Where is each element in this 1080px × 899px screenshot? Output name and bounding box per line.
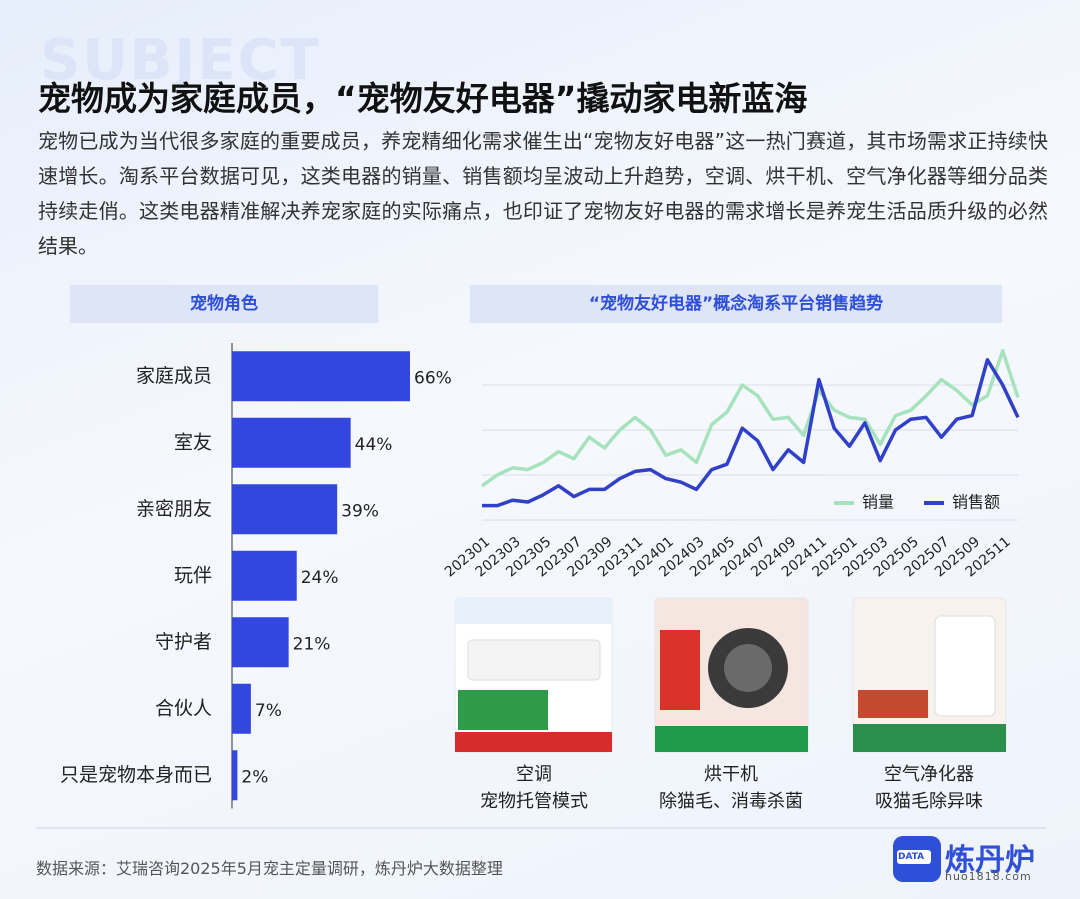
logo-site: huo1818.com: [945, 870, 1032, 883]
bar: [232, 417, 351, 468]
value-label: 2%: [241, 767, 268, 787]
watermark: SUBJECT: [40, 28, 321, 93]
product-name: 空气净化器: [884, 764, 974, 785]
value-label: 21%: [293, 634, 331, 654]
category-label: 家庭成员: [136, 365, 212, 387]
category-label: 亲密朋友: [136, 498, 212, 520]
bar: [232, 683, 251, 734]
chart-title: “宠物友好电器”概念淘系平台销售趋势: [589, 293, 883, 314]
bar: [232, 617, 289, 668]
legend-label: 销售额: [952, 493, 1000, 512]
category-label: 只是宠物本身而已: [60, 764, 212, 786]
legend-label: 销量: [862, 493, 894, 512]
image-detail: [724, 644, 772, 692]
panel-header: [70, 285, 378, 323]
bar: [232, 351, 410, 402]
image-detail: [858, 690, 928, 718]
product-feature: 除猫毛、消毒杀菌: [659, 791, 803, 812]
image-band: [853, 724, 1006, 752]
logo-icon: [897, 850, 931, 864]
bar: [232, 484, 338, 535]
line-series: [480, 349, 1020, 488]
line-series: [482, 358, 1020, 508]
value-label: 7%: [255, 701, 282, 721]
bar: [232, 550, 297, 601]
category-label: 守护者: [155, 631, 212, 653]
category-label: 室友: [174, 431, 212, 453]
value-label: 39%: [341, 501, 379, 521]
category-label: 合伙人: [155, 697, 212, 719]
logo-badge: DATA: [898, 852, 925, 862]
product-feature: 宠物托管模式: [480, 791, 588, 812]
chart-title: 宠物角色: [190, 293, 258, 314]
product-images: [454, 597, 1007, 753]
product-name: 空调: [516, 764, 552, 785]
intro-text: 宠物已成为当代很多家庭的重要成员，养宠精细化需求催生出“宠物友好电器”这一热门赛…: [38, 129, 1048, 258]
panel-header: [470, 285, 1002, 323]
product-name: 烘干机: [704, 764, 758, 785]
image-detail: [467, 639, 601, 681]
image-band: [455, 732, 612, 752]
page-title: 宠物成为家庭成员，“宠物友好电器”撬动家电新蓝海: [38, 79, 808, 118]
bar: [232, 750, 238, 801]
value-label: 24%: [301, 568, 339, 588]
category-label: 玩伴: [174, 564, 212, 586]
value-label: 66%: [414, 368, 452, 388]
source-note: 数据来源：艾瑞咨询2025年5月宠主定量调研，炼丹炉大数据整理: [36, 859, 503, 878]
image-detail: [934, 615, 996, 717]
logo-text: 炼丹炉: [945, 843, 1035, 878]
image-band: [455, 598, 612, 624]
image-detail: [458, 690, 548, 730]
image-detail: [660, 630, 700, 710]
image-band: [655, 726, 808, 752]
product-feature: 吸猫毛除异味: [875, 791, 983, 812]
value-label: 44%: [355, 435, 393, 455]
